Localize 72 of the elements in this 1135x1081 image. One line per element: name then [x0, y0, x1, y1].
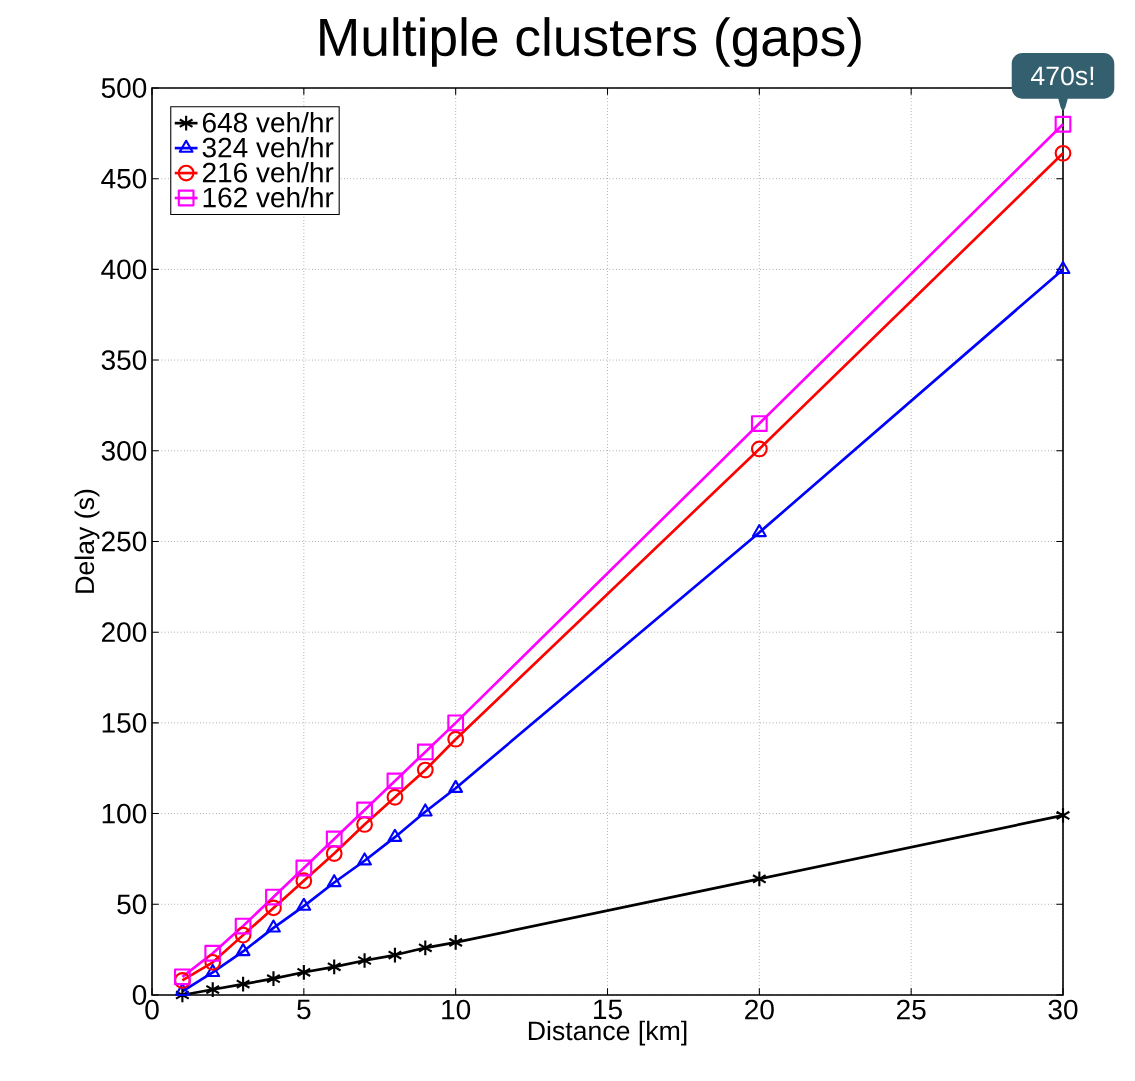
point: [204, 953, 222, 971]
point: [235, 943, 251, 957]
y-tick-label: 100: [102, 803, 147, 824]
point: [265, 899, 282, 917]
point: [295, 859, 313, 877]
point: [234, 917, 252, 935]
x-tick-label: 20: [745, 999, 774, 1020]
point: [204, 944, 222, 962]
point: [174, 986, 190, 1004]
point: [447, 730, 465, 748]
y-tick-label: 0: [132, 985, 147, 1005]
x-tick-label: 10: [442, 999, 471, 1020]
point: [751, 524, 767, 538]
legend-label: 162 veh/hr: [203, 186, 334, 208]
point: [205, 963, 221, 978]
y-tick-label: 50: [117, 894, 147, 915]
y-tick-label: 250: [101, 531, 147, 552]
point: [386, 772, 404, 790]
y-tick-label: 450: [101, 168, 147, 189]
point: [234, 926, 252, 944]
legend-label: 324 veh/hr: [202, 136, 334, 158]
point: [235, 975, 251, 993]
point: [265, 888, 282, 906]
point: [751, 870, 767, 888]
x-tick-label: 15: [594, 999, 622, 1020]
legend-label: 216 veh/hr: [202, 161, 334, 183]
y-tick-label: 350: [101, 350, 147, 370]
point: [1055, 807, 1071, 824]
point: [356, 816, 373, 833]
point: [416, 761, 434, 779]
point: [447, 714, 465, 732]
point: [386, 788, 404, 806]
x-axis-title: Distance [km]: [528, 1020, 687, 1046]
point: [417, 803, 433, 817]
point: [205, 981, 221, 998]
point: [1054, 144, 1072, 162]
y-tick-label: 300: [101, 440, 147, 461]
point: [356, 801, 373, 819]
point: [416, 743, 434, 761]
point: [357, 952, 372, 969]
point: [296, 963, 312, 981]
y-tick-label: 500: [101, 78, 147, 98]
y-tick-label: 150: [102, 712, 147, 733]
y-tick-label: 400: [101, 259, 147, 280]
x-tick-label: 30: [1048, 999, 1078, 1020]
point: [417, 939, 433, 957]
point: [296, 897, 312, 911]
x-tick-label: 25: [897, 999, 926, 1020]
point: [266, 919, 281, 933]
point: [326, 874, 342, 888]
point: [387, 828, 403, 842]
x-tick-label: 5: [297, 999, 311, 1020]
point: [325, 830, 343, 848]
point: [326, 958, 342, 976]
point: [173, 972, 191, 989]
point: [448, 933, 464, 951]
y-tick-label: 200: [101, 622, 147, 643]
point: [1054, 115, 1072, 133]
point: [750, 415, 768, 432]
point: [266, 970, 281, 988]
point: [173, 968, 191, 986]
chart-title: Multiple clusters (gaps): [320, 17, 861, 67]
point: [387, 946, 403, 964]
point: [325, 845, 343, 862]
point: [448, 779, 464, 793]
point: [295, 872, 313, 890]
legend-label: 648 veh/hr: [202, 112, 334, 133]
point: [750, 440, 768, 458]
point: [357, 852, 372, 866]
y-axis-title: Delay (s): [74, 489, 100, 593]
point: [1055, 260, 1071, 275]
annotation: 470s!: [1030, 66, 1094, 86]
